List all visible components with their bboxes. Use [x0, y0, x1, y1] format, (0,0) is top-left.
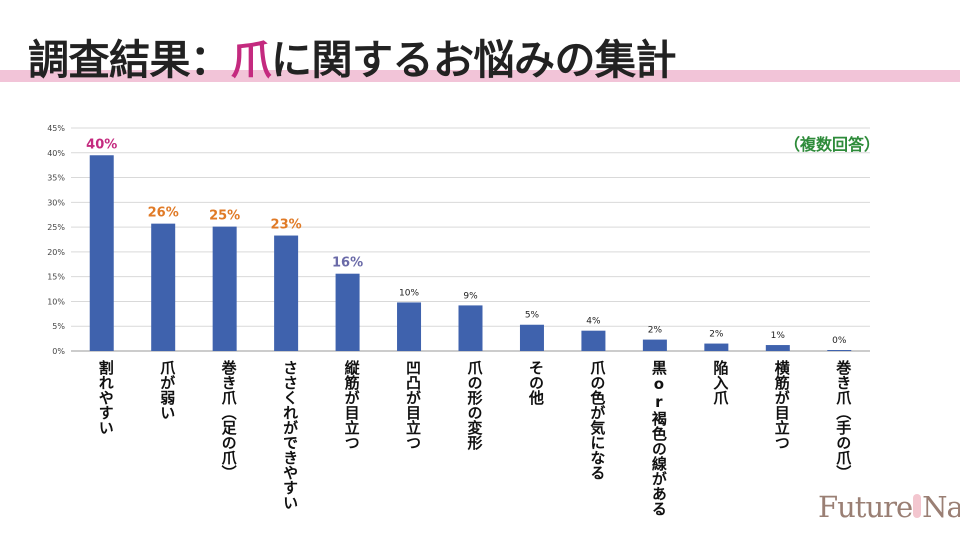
y-tick-label: 5% — [52, 322, 65, 331]
data-label: 9% — [463, 291, 478, 301]
x-category-label: その他 — [526, 360, 545, 405]
x-category-label: 巻き爪（足の爪） — [219, 360, 238, 480]
x-category-label: 横筋が目立つ — [772, 360, 791, 450]
bar — [704, 343, 729, 351]
y-tick-label: 35% — [47, 174, 65, 183]
data-label: 4% — [586, 317, 601, 327]
data-label: 40% — [86, 137, 117, 152]
bar — [397, 302, 422, 351]
multiple-answer-note: （複数回答） — [784, 135, 881, 154]
y-tick-label: 45% — [47, 124, 65, 133]
title-prefix: 調査結果： — [28, 36, 231, 84]
x-category-label: 陥入爪 — [711, 360, 730, 405]
x-category-label: 割れやすい — [96, 360, 115, 435]
y-tick-label: 10% — [47, 297, 65, 306]
x-category-label: 爪の色が気になる — [588, 360, 607, 480]
bar — [274, 235, 299, 351]
data-label: 5% — [525, 311, 540, 321]
data-label: 10% — [399, 288, 419, 298]
y-tick-label: 30% — [47, 198, 65, 207]
x-category-label: ささくれができやすい — [281, 360, 300, 510]
x-category-label: 爪が弱い — [158, 360, 177, 420]
y-tick-label: 40% — [47, 149, 65, 158]
y-tick-label: 15% — [47, 273, 65, 282]
data-label: 23% — [271, 218, 302, 233]
bar — [458, 305, 483, 351]
title-underline-band — [0, 70, 960, 82]
bar — [212, 226, 237, 351]
x-category-label: 凹凸が目立つ — [404, 360, 423, 450]
data-label: 26% — [148, 206, 179, 221]
bar — [642, 339, 667, 351]
x-category-label: 縦筋が目立つ — [342, 360, 361, 450]
data-label: 2% — [709, 330, 724, 340]
y-tick-label: 25% — [47, 223, 65, 232]
bar — [581, 330, 606, 351]
y-tick-label: 0% — [52, 347, 65, 356]
title-suffix: に関するお悩みの集計 — [271, 36, 677, 84]
bar — [335, 273, 360, 351]
data-label: 16% — [332, 256, 363, 271]
y-tick-label: 20% — [47, 248, 65, 257]
bar — [765, 345, 790, 351]
bar — [89, 155, 114, 351]
data-label: 2% — [648, 326, 663, 336]
bar — [827, 350, 852, 351]
bar — [519, 324, 544, 351]
title-accent: 爪 — [230, 36, 272, 84]
futurenail-logo: FutureNail — [818, 490, 960, 524]
x-category-label: 黒or褐色の線がある — [649, 360, 668, 516]
data-label: 25% — [209, 209, 240, 224]
data-label: 0% — [832, 336, 847, 346]
x-category-label: 爪の形の変形 — [465, 360, 484, 450]
data-label: 1% — [771, 331, 786, 341]
x-category-label: 巻き爪（手の爪） — [834, 360, 853, 480]
bar — [151, 223, 176, 351]
page-title: 調査結果：爪に関するお悩みの集計 — [28, 26, 677, 86]
